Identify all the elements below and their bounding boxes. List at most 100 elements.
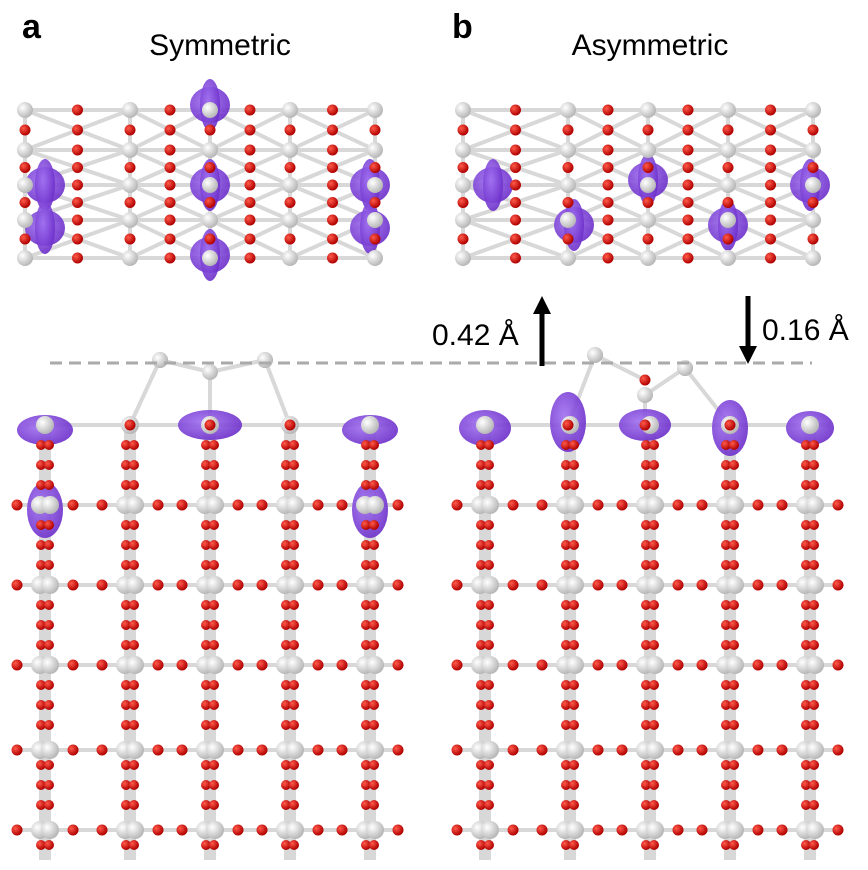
oxygen-atom bbox=[97, 745, 108, 756]
oxygen-atom bbox=[569, 780, 579, 790]
oxygen-atom bbox=[683, 253, 694, 264]
oxygen-atom bbox=[125, 234, 136, 245]
oxygen-atom bbox=[177, 825, 188, 836]
oxygen-atom bbox=[245, 253, 256, 264]
oxygen-atom bbox=[603, 145, 614, 156]
metal-atom bbox=[720, 177, 736, 193]
oxygen-atom bbox=[68, 660, 79, 671]
oxygen-atom bbox=[125, 420, 136, 431]
oxygen-atom bbox=[257, 660, 268, 671]
oxygen-atom bbox=[285, 197, 296, 208]
metal-atom bbox=[202, 102, 218, 118]
oxygen-atom bbox=[458, 197, 469, 208]
oxygen-atom bbox=[729, 720, 739, 730]
oxygen-atom bbox=[765, 234, 776, 245]
metal-atom bbox=[640, 212, 656, 228]
oxygen-atom bbox=[833, 745, 844, 756]
oxygen-atom bbox=[649, 640, 659, 650]
oxygen-atom bbox=[369, 600, 379, 610]
oxygen-atom bbox=[603, 162, 614, 173]
oxygen-atom bbox=[72, 145, 83, 156]
oxygen-atom bbox=[508, 825, 519, 836]
oxygen-atom bbox=[165, 105, 176, 116]
metal-atom bbox=[640, 102, 656, 118]
metal-atom bbox=[566, 656, 584, 674]
oxygen-atom bbox=[129, 800, 139, 810]
oxygen-atom bbox=[484, 620, 494, 630]
oxygen-atom bbox=[369, 700, 379, 710]
oxygen-atom bbox=[809, 620, 819, 630]
metal-atom bbox=[560, 212, 576, 228]
oxygen-atom bbox=[129, 600, 139, 610]
metal-atom bbox=[640, 250, 656, 266]
oxygen-atom bbox=[697, 745, 708, 756]
oxygen-atom bbox=[44, 840, 54, 850]
oxygen-atom bbox=[617, 825, 628, 836]
oxygen-atom bbox=[245, 234, 256, 245]
oxygen-atom bbox=[683, 180, 694, 191]
metal-atom bbox=[366, 741, 384, 759]
oxygen-atom bbox=[643, 125, 654, 136]
metal-atom bbox=[726, 496, 744, 514]
oxygen-atom bbox=[245, 145, 256, 156]
oxygen-atom bbox=[97, 660, 108, 671]
oxygen-atom bbox=[723, 162, 734, 173]
oxygen-atom bbox=[649, 460, 659, 470]
metal-atom bbox=[122, 250, 138, 266]
oxygen-atom bbox=[97, 825, 108, 836]
oxygen-atom bbox=[289, 720, 299, 730]
structures bbox=[12, 79, 844, 860]
metal-atom bbox=[726, 821, 744, 839]
metal-atom bbox=[560, 250, 576, 266]
metal-atom bbox=[646, 741, 664, 759]
oxygen-atom bbox=[285, 420, 296, 431]
oxygen-atom bbox=[777, 500, 788, 511]
metal-atom bbox=[126, 496, 144, 514]
oxygen-atom bbox=[809, 720, 819, 730]
oxygen-atom bbox=[729, 640, 739, 650]
oxygen-atom bbox=[129, 760, 139, 770]
oxygen-atom bbox=[510, 125, 521, 136]
oxygen-atom bbox=[289, 600, 299, 610]
oxygen-atom bbox=[44, 440, 54, 450]
oxygen-atom bbox=[833, 825, 844, 836]
oxygen-atom bbox=[97, 580, 108, 591]
oxygen-atom bbox=[20, 234, 31, 245]
metal-atom bbox=[122, 102, 138, 118]
oxygen-atom bbox=[44, 600, 54, 610]
metal-atom bbox=[805, 177, 821, 193]
oxygen-atom bbox=[165, 125, 176, 136]
oxygen-atom bbox=[808, 125, 819, 136]
oxygen-atom bbox=[129, 520, 139, 530]
metal-atom bbox=[41, 496, 59, 514]
oxygen-atom bbox=[729, 480, 739, 490]
oxygen-atom bbox=[833, 580, 844, 591]
oxygen-atom bbox=[209, 600, 219, 610]
oxygen-atom bbox=[649, 780, 659, 790]
spin-density bbox=[483, 159, 503, 211]
oxygen-atom bbox=[729, 760, 739, 770]
oxygen-atom bbox=[569, 460, 579, 470]
oxygen-atom bbox=[617, 500, 628, 511]
oxygen-atom bbox=[313, 500, 324, 511]
oxygen-atom bbox=[20, 162, 31, 173]
metal-atom bbox=[566, 496, 584, 514]
oxygen-atom bbox=[245, 197, 256, 208]
oxygen-atom bbox=[603, 180, 614, 191]
metal-atom bbox=[481, 656, 499, 674]
metal-atom bbox=[726, 741, 744, 759]
oxygen-atom bbox=[369, 560, 379, 570]
metal-atom bbox=[206, 656, 224, 674]
metal-atom bbox=[17, 142, 33, 158]
oxygen-atom bbox=[313, 580, 324, 591]
oxygen-atom bbox=[97, 500, 108, 511]
oxygen-atom bbox=[129, 840, 139, 850]
oxygen-atom bbox=[337, 660, 348, 671]
metal-atom bbox=[806, 741, 824, 759]
oxygen-atom bbox=[510, 253, 521, 264]
oxygen-atom bbox=[20, 197, 31, 208]
oxygen-atom bbox=[393, 745, 404, 756]
oxygen-atom bbox=[833, 660, 844, 671]
oxygen-atom bbox=[165, 234, 176, 245]
oxygen-atom bbox=[289, 840, 299, 850]
